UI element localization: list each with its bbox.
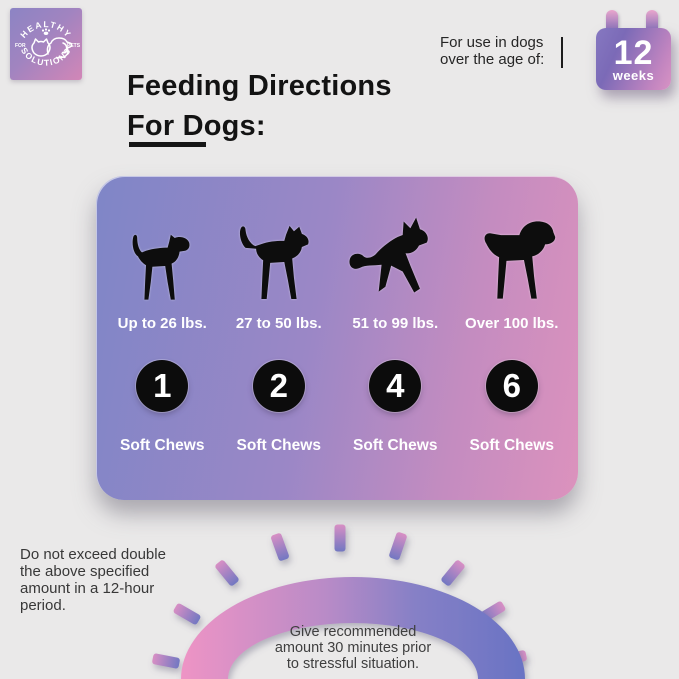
overdose-warning-line1: Do not exceed double — [20, 546, 166, 563]
overdose-warning-line4: period. — [20, 597, 66, 614]
overdose-warning-line2: the above specified — [20, 563, 150, 580]
age-note-line2: over the age of: — [440, 51, 545, 68]
dosing-timing-note: Give recommended amount 30 minutes prior… — [213, 624, 493, 672]
dosing-timing-line3: to stressful situation. — [286, 656, 420, 672]
chew-count-badge: 4 — [369, 360, 422, 412]
weight-range-label: Up to 26 lbs. — [117, 315, 207, 332]
chew-count-badge: 2 — [252, 360, 305, 412]
paw-icon — [41, 28, 51, 35]
feeding-column-medium-dog: 27 to 50 lbs. 2 Soft Chews — [221, 202, 338, 500]
dog-silhouette-terrier — [122, 202, 202, 306]
page-title-line1: Feeding Directions — [127, 70, 392, 102]
weight-range-label: Over 100 lbs. — [465, 315, 559, 332]
chew-count: 1 — [153, 367, 172, 404]
chew-unit-label: Soft Chews — [236, 437, 321, 454]
cat-and-dog-icon — [31, 37, 73, 59]
chew-count: 4 — [386, 367, 405, 404]
age-note: For use in dogs over the age of: — [440, 34, 544, 68]
timer-arch — [181, 577, 525, 679]
feeding-chart-card: Up to 26 lbs. 1 Soft Chews 27 to 50 lbs.… — [96, 176, 578, 500]
title-underline — [129, 142, 206, 147]
brand-logo-art: HEALTHY SOLUTIONS FOR PETS — [15, 19, 81, 68]
chew-unit-label: Soft Chews — [469, 437, 554, 454]
dosing-timing-line2: amount 30 minutes prior — [274, 640, 432, 656]
age-note-line1: For use in dogs — [440, 34, 544, 51]
overdose-warning-line3: amount in a 12-hour — [20, 580, 155, 597]
weight-range-label: 51 to 99 lbs. — [352, 315, 439, 332]
chew-count: 2 — [269, 367, 288, 404]
overdose-warning: Do not exceed double the above specified… — [20, 546, 166, 614]
dog-silhouette-german-shepherd — [347, 202, 443, 306]
calendar-icon: 12 weeks — [596, 10, 672, 92]
logo-left-text: FOR — [15, 43, 26, 49]
page-title: Feeding Directions For Dogs: — [127, 66, 392, 146]
age-unit: weeks — [612, 67, 655, 83]
logo-right-text: PETS — [67, 43, 81, 49]
vertical-divider — [561, 37, 563, 68]
weight-range-label: 27 to 50 lbs. — [235, 315, 322, 332]
chew-count-badge: 6 — [485, 360, 538, 412]
dog-silhouette-boxer — [466, 202, 558, 306]
page-title-line2: For Dogs: — [127, 110, 266, 142]
chew-unit-label: Soft Chews — [120, 437, 205, 454]
chew-unit-label: Soft Chews — [353, 437, 438, 454]
chew-count-badge: 1 — [136, 360, 189, 412]
age-value: 12 — [613, 33, 654, 72]
chew-count: 6 — [502, 367, 521, 404]
feeding-column-large-dog: 51 to 99 lbs. 4 Soft Chews — [337, 202, 454, 500]
dosing-timing-line1: Give recommended — [289, 624, 417, 640]
timer-arch-graphic — [152, 524, 527, 679]
feeding-column-xlarge-dog: Over 100 lbs. 6 Soft Chews — [454, 202, 571, 500]
calendar-body: 12 weeks — [596, 28, 671, 90]
brand-logo: HEALTHY SOLUTIONS FOR PETS — [10, 8, 82, 80]
feeding-column-small-dog: Up to 26 lbs. 1 Soft Chews — [104, 202, 221, 500]
dog-silhouette-pit-bull — [235, 202, 323, 306]
